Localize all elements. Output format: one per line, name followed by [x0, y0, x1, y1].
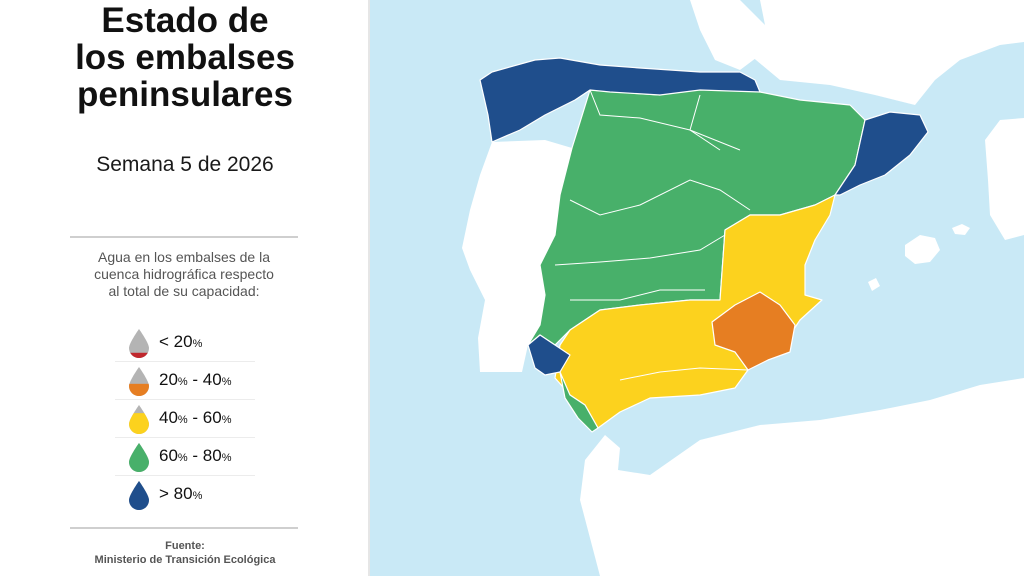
description-line: al total de su capacidad: [108, 283, 260, 299]
sardinia-land [985, 118, 1024, 240]
source-name: Ministerio de Transición Ecológica [94, 554, 276, 566]
legend: < 20% 20% - 40% 40% - 60% 60% - 80% > 80% [115, 324, 255, 513]
divider [70, 527, 298, 529]
water-drop-icon [129, 443, 149, 472]
legend-item: > 80% [115, 476, 255, 513]
source-credit: Fuente: Ministerio de Transición Ecológi… [0, 539, 370, 567]
basin-boundary [619, 367, 749, 381]
page-title: Estado de los embalses peninsulares [0, 2, 370, 113]
basin-boundary [589, 89, 741, 151]
basin-jucar-guadalquivir-mediterranea [554, 194, 836, 429]
basin-boundary [554, 234, 726, 266]
legend-label: > 80% [159, 484, 203, 503]
water-drop-icon [129, 481, 149, 510]
legend-item: < 20% [115, 324, 255, 362]
water-drop-icon [129, 329, 149, 358]
source-label: Fuente: [165, 540, 205, 552]
legend-label: 20% - 40% [159, 370, 232, 389]
legend-item: 40% - 60% [115, 400, 255, 438]
basin-segura [711, 291, 796, 371]
africa-land [580, 378, 1024, 576]
basin-cataluna [834, 111, 929, 196]
divider [70, 236, 298, 238]
basin-tinto-odiel-piedras [527, 334, 571, 376]
title-line: Estado de [101, 1, 269, 40]
water-drop-icon [129, 367, 149, 396]
basin-cantabrico [479, 57, 761, 143]
legend-item: 20% - 40% [115, 362, 255, 400]
ibiza-island [868, 278, 880, 291]
legend-panel: Estado de los embalses peninsulares Sema… [0, 0, 370, 576]
legend-label: 60% - 80% [159, 446, 232, 465]
menorca-island [952, 224, 970, 235]
description-line: Agua en los embalses de la [98, 249, 270, 265]
legend-label: 40% - 60% [159, 408, 232, 427]
mallorca-island [905, 235, 940, 264]
legend-description: Agua en los embalses de la cuenca hidrog… [70, 249, 298, 300]
legend-label: < 20% [159, 332, 203, 351]
water-drop-icon [129, 405, 149, 434]
france-land-west [690, 0, 765, 70]
basin-guadalete-barbate [559, 371, 599, 433]
basin-boundary [570, 289, 705, 301]
france-land [740, 0, 1024, 105]
title-line: los embalses [75, 38, 295, 77]
legend-item: 60% - 80% [115, 438, 255, 476]
title-line: peninsulares [77, 75, 293, 114]
description-line: cuenca hidrográfica respecto [94, 266, 274, 282]
basin-boundary [569, 179, 751, 216]
week-subtitle: Semana 5 de 2026 [96, 153, 274, 176]
basin-boundary [689, 94, 721, 151]
portugal-land [462, 140, 572, 372]
reservoir-map [370, 0, 1024, 576]
